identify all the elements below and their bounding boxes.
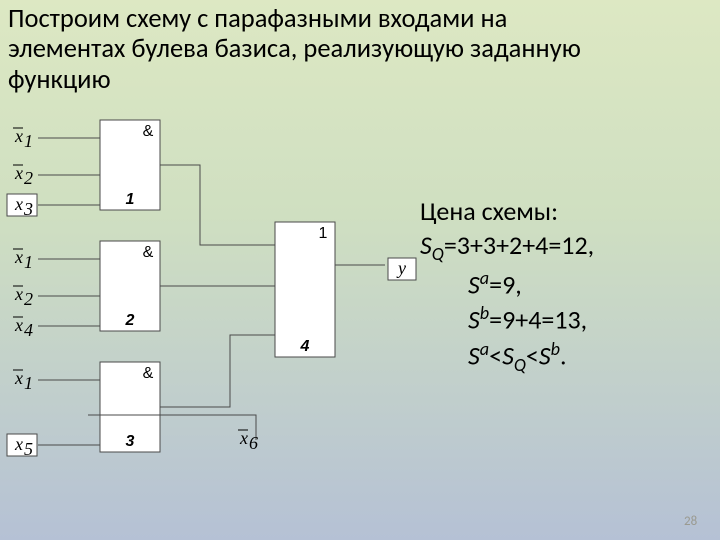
- svg-text:x: x: [14, 126, 23, 146]
- svg-text:1: 1: [24, 131, 33, 151]
- svg-text:x: x: [14, 434, 23, 454]
- svg-text:1: 1: [126, 191, 135, 208]
- svg-text:x: x: [14, 315, 23, 335]
- svg-text:x: x: [14, 368, 23, 388]
- svg-text:1: 1: [24, 373, 33, 393]
- svg-text:1: 1: [24, 252, 33, 272]
- page-number: 28: [684, 514, 697, 529]
- logic-diagram: &1&2&314x1x2x3x1x2x4x1x5x6y: [0, 0, 720, 540]
- svg-text:2: 2: [125, 312, 135, 329]
- svg-text:x: x: [14, 284, 23, 304]
- svg-text:2: 2: [24, 289, 33, 309]
- svg-text:x: x: [14, 194, 23, 214]
- svg-text:6: 6: [249, 433, 258, 453]
- svg-text:1: 1: [319, 225, 328, 242]
- svg-text:y: y: [396, 258, 406, 278]
- svg-text:2: 2: [24, 168, 33, 188]
- cost-analysis-text: Цена схемы:SQ=3+3+2+4=12,Sa=9,Sb=9+4=13,…: [420, 195, 594, 377]
- svg-text:4: 4: [300, 338, 310, 355]
- svg-text:5: 5: [24, 439, 33, 459]
- svg-text:&: &: [143, 244, 154, 261]
- svg-text:x: x: [239, 428, 248, 448]
- svg-text:x: x: [14, 247, 23, 267]
- svg-text:3: 3: [23, 199, 33, 219]
- svg-text:x: x: [14, 163, 23, 183]
- svg-text:&: &: [143, 123, 154, 140]
- svg-text:4: 4: [24, 320, 33, 340]
- svg-text:3: 3: [126, 433, 135, 450]
- svg-text:&: &: [143, 365, 154, 382]
